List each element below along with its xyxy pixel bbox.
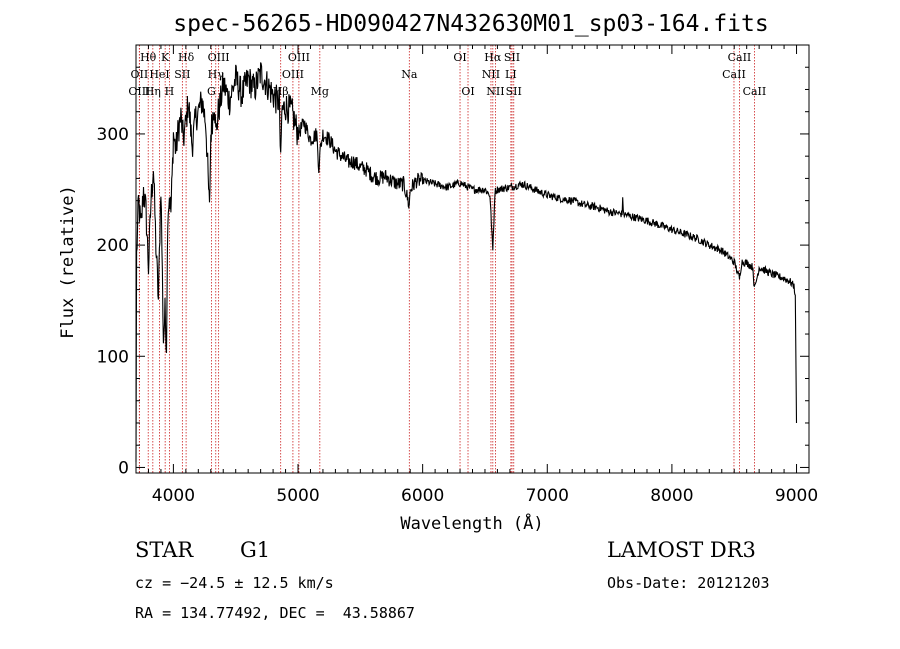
line-marker-label: Hγ (208, 68, 225, 81)
y-axis-label: Flux (relative) (58, 185, 78, 339)
y-tick-label: 0 (118, 458, 129, 478)
line-marker-label: NII (486, 85, 504, 98)
x-tick-label: 8000 (650, 486, 693, 506)
line-marker-label: CaII (743, 85, 767, 98)
line-marker-label: SII (506, 85, 522, 98)
line-marker-label: CaII (722, 68, 746, 81)
line-marker-label: Mg (311, 85, 329, 98)
line-marker-label: Hη (145, 85, 161, 98)
line-marker-label: OI (453, 51, 466, 64)
line-marker-label: Na (401, 68, 418, 81)
x-axis-label: Wavelength (Å) (400, 512, 543, 534)
y-tick-label: 200 (97, 236, 129, 256)
x-tick-label: 5000 (276, 486, 319, 506)
x-tick-label: 6000 (401, 486, 444, 506)
redshift-cz: cz = −24.5 ± 12.5 km/s (135, 574, 334, 592)
line-marker-label: SII (174, 68, 190, 81)
y-tick-label: 300 (97, 125, 129, 145)
plot-frame (135, 44, 810, 474)
line-marker-label: OIII (282, 68, 304, 81)
spectrum-series-line (135, 62, 798, 462)
survey-name: LAMOST DR3 (607, 538, 756, 562)
obs-date: Obs-Date: 20121203 (607, 574, 770, 592)
line-marker-label: LI (505, 68, 517, 81)
line-marker-label: Hθ (140, 51, 157, 64)
line-marker-label: HeI (149, 68, 169, 81)
line-marker-label: Hα (484, 51, 502, 64)
x-axis-ticks: 4000 5000 6000 7000 8000 9000 (147, 45, 818, 506)
line-markers (138, 45, 755, 473)
line-marker-label: SII (504, 51, 520, 64)
line-marker-label: CaII (728, 51, 752, 64)
line-marker-label: H (165, 85, 175, 98)
line-marker-label: OIII (128, 85, 150, 98)
line-marker-label: OIII (288, 51, 310, 64)
coordinates: RA = 134.77492, DEC = 43.58867 (135, 604, 415, 622)
line-marker-label: OI (461, 85, 474, 98)
x-tick-label: 4000 (152, 486, 195, 506)
y-tick-label: 100 (97, 347, 129, 367)
chart-title: spec-56265-HD090427N432630M01_sp03-164.f… (173, 11, 768, 37)
line-marker-label: G (207, 85, 216, 98)
line-marker-label: K (161, 51, 170, 64)
x-tick-label: 7000 (526, 486, 569, 506)
line-marker-label: OIII (208, 51, 230, 64)
line-marker-label: NII (482, 68, 500, 81)
line-marker-label: OII (131, 68, 149, 81)
object-class: STAR (135, 538, 194, 562)
x-tick-label: 9000 (775, 486, 818, 506)
line-marker-label: Hδ (178, 51, 195, 64)
object-subclass: G1 (240, 538, 271, 562)
y-axis-ticks: 0 100 200 300 (97, 66, 809, 478)
